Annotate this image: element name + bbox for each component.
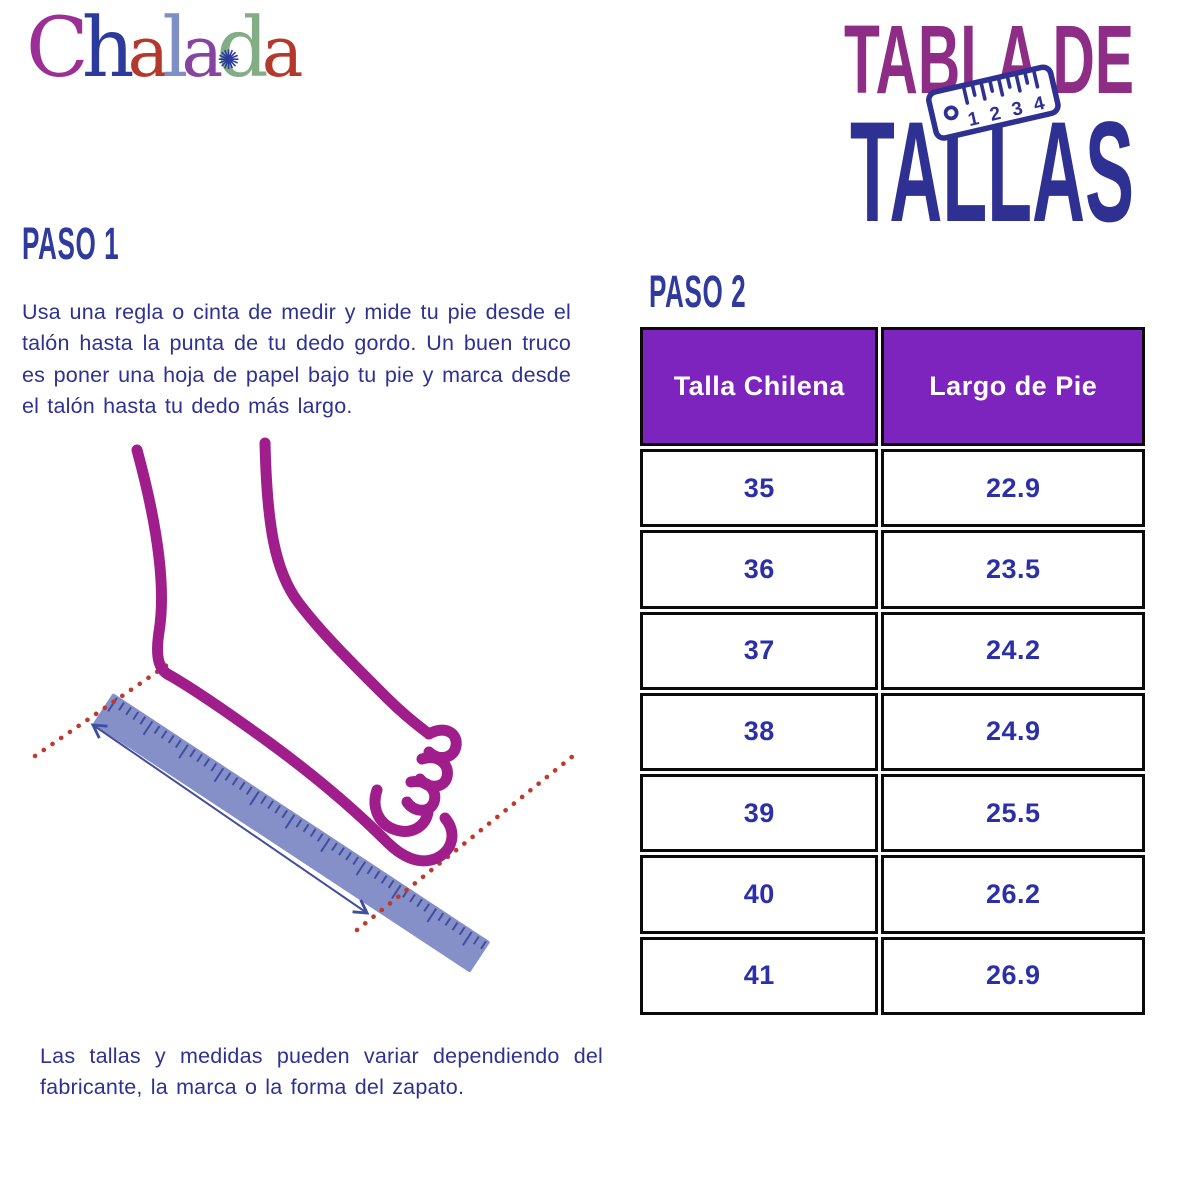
largo-cell: 23.5 <box>881 530 1145 609</box>
step1-paragraph: Usa una regla o cinta de medir y mide tu… <box>22 299 571 419</box>
logo-letter: l <box>162 1 188 96</box>
largo-cell: 22.9 <box>881 449 1145 528</box>
logo-letter: h <box>81 1 135 96</box>
talla-cell: 38 <box>640 692 879 772</box>
size-note: Las tallas y medidas pueden variar depen… <box>40 1043 603 1099</box>
talla-cell: 35 <box>640 449 879 528</box>
flower-ornament-icon: ✺ <box>217 45 240 76</box>
brand-logo: Chalad ✺ a <box>26 1 304 96</box>
talla-cell: 36 <box>640 530 879 609</box>
col-header-talla-chilena: Talla Chilena <box>640 327 879 446</box>
ruler-icon: 1 2 3 4 <box>926 64 1061 141</box>
table-header-row: Talla Chilena Largo de Pie <box>640 327 1145 446</box>
table-row: 35 22.9 <box>640 449 1145 528</box>
logo-letter: a <box>127 11 170 93</box>
largo-cell: 24.9 <box>881 692 1145 772</box>
foot-outline <box>131 437 462 867</box>
logo-letter: C <box>26 1 89 96</box>
talla-cell: 41 <box>640 936 879 1015</box>
table-row: 37 24.2 <box>640 611 1145 690</box>
logo-letter: a <box>261 11 304 93</box>
page-title: TABLA DE TALLAS <box>844 14 1134 226</box>
logo-letter: d <box>216 1 268 96</box>
table-row: 36 23.5 <box>640 530 1145 609</box>
col-header-largo-de-pie: Largo de Pie <box>881 327 1145 446</box>
table-row: 40 26.2 <box>640 855 1145 934</box>
measurement-arrow <box>90 723 370 915</box>
step2-heading: PASO 2 <box>649 266 747 317</box>
talla-cell: 37 <box>640 611 879 690</box>
largo-cell: 26.9 <box>881 936 1145 1015</box>
largo-cell: 24.2 <box>881 611 1145 690</box>
size-table: Talla Chilena Largo de Pie 35 22.9 36 23… <box>637 324 1148 1018</box>
ruler-icon-ticks <box>961 69 1040 105</box>
talla-cell: 39 <box>640 774 879 853</box>
ruler-icon-zero-hole <box>943 105 959 121</box>
toe-guide-line <box>354 753 576 933</box>
logo-letter: a <box>181 11 224 93</box>
largo-cell: 26.2 <box>881 855 1145 934</box>
step1-heading: PASO 1 <box>22 218 120 269</box>
table-row: 38 24.9 <box>640 692 1145 772</box>
talla-cell: 40 <box>640 855 879 934</box>
foot-measurement-illustration <box>32 437 576 972</box>
largo-cell: 25.5 <box>881 774 1145 853</box>
table-row: 39 25.5 <box>640 774 1145 853</box>
table-row: 41 26.9 <box>640 936 1145 1015</box>
